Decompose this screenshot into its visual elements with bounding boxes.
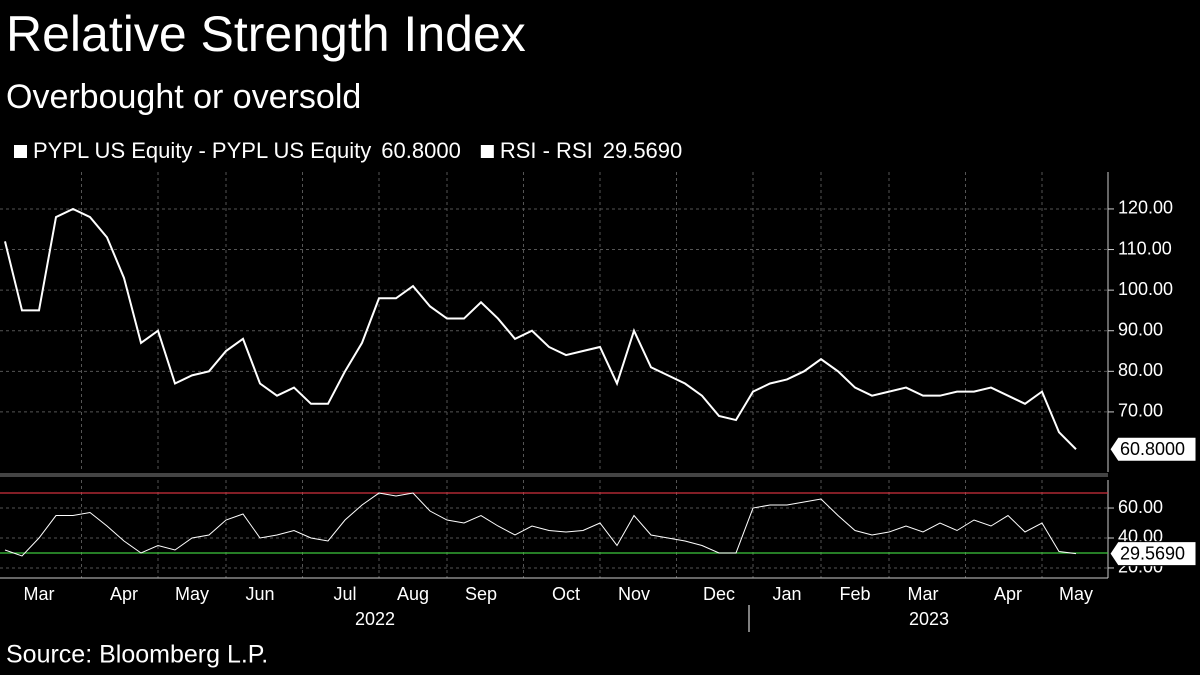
x-tick-label: May [175, 584, 209, 604]
x-tick-label: Jun [245, 584, 274, 604]
x-tick-label: May [1059, 584, 1093, 604]
x-tick-label: Aug [397, 584, 429, 604]
x-tick-label: Mar [24, 584, 55, 604]
x-tick-label: Apr [110, 584, 138, 604]
x-group-label: 2022 [355, 609, 395, 629]
legend-value: 60.8000 [381, 138, 461, 163]
x-tick-label: Oct [552, 584, 580, 604]
last-value-label: 60.8000 [1120, 439, 1185, 459]
legend-swatch [14, 145, 27, 158]
x-tick-label: Jul [333, 584, 356, 604]
x-group-label: 2023 [909, 609, 949, 629]
x-tick-label: Apr [994, 584, 1022, 604]
x-tick-label: Feb [839, 584, 870, 604]
last-value-box [1109, 541, 1197, 567]
legend-swatch [480, 145, 494, 158]
y-tick-label: 100.00 [1118, 279, 1173, 299]
x-tick-label: Mar [908, 584, 939, 604]
source: Source: Bloomberg L.P. [6, 641, 268, 669]
y-tick-label: 80.00 [1118, 360, 1163, 380]
panel-separator [0, 473, 1108, 477]
series-line [4, 492, 1077, 557]
last-value-box [1109, 436, 1197, 462]
legend-label: PYPL US Equity - PYPL US Equity [33, 138, 371, 163]
x-tick-label: Nov [618, 584, 650, 604]
chart-subtitle: Overbought or oversold [6, 78, 361, 116]
y-tick-label: 110.00 [1118, 238, 1172, 258]
legend-label: RSI - RSI [500, 138, 593, 163]
y-tick-label: 90.00 [1118, 319, 1163, 339]
chart-title: Relative Strength Index [6, 6, 526, 62]
series-line [4, 207, 1077, 450]
x-tick-label: Jan [772, 584, 801, 604]
x-tick-label: Sep [465, 584, 497, 604]
last-value-label: 29.5690 [1120, 543, 1185, 563]
legend-value: 29.5690 [603, 138, 683, 163]
x-tick-label: Dec [703, 584, 735, 604]
y-tick-label: 120.00 [1118, 198, 1173, 218]
y-tick-label: 60.00 [1118, 497, 1163, 517]
y-tick-label: 70.00 [1118, 401, 1163, 421]
